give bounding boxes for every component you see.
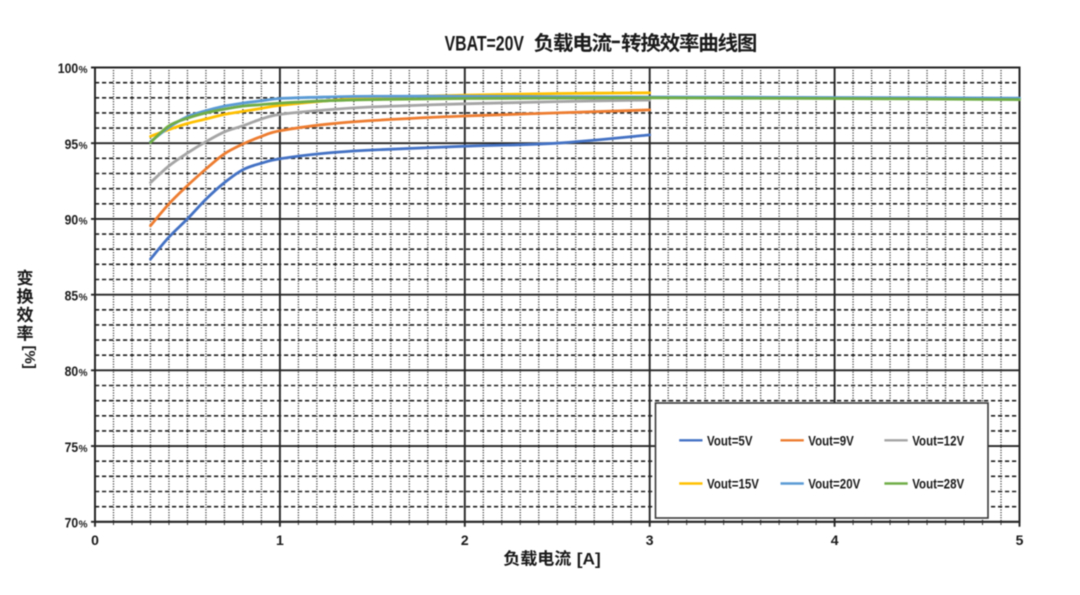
svg-text:75: 75 bbox=[65, 439, 79, 455]
svg-text:[A]: [A] bbox=[577, 550, 601, 569]
svg-text:1: 1 bbox=[276, 532, 284, 548]
svg-text:5: 5 bbox=[1016, 532, 1024, 548]
svg-text:95: 95 bbox=[65, 136, 79, 152]
svg-text:%: % bbox=[79, 444, 88, 455]
svg-text:Vout=15V: Vout=15V bbox=[707, 476, 760, 492]
svg-text:85: 85 bbox=[65, 287, 79, 303]
svg-text:Vout=9V: Vout=9V bbox=[808, 432, 854, 448]
svg-text:Vout=12V: Vout=12V bbox=[912, 432, 965, 448]
svg-text:90: 90 bbox=[65, 212, 79, 228]
svg-text:Vout=20V: Vout=20V bbox=[808, 476, 861, 492]
svg-text:%: % bbox=[79, 217, 88, 228]
svg-text:4: 4 bbox=[831, 532, 839, 548]
svg-text:100: 100 bbox=[58, 60, 79, 76]
svg-text:70: 70 bbox=[65, 515, 79, 531]
svg-text:%: % bbox=[79, 65, 88, 76]
svg-text:0: 0 bbox=[91, 532, 99, 548]
svg-text:[%]: [%] bbox=[21, 346, 38, 369]
svg-text:%: % bbox=[79, 292, 88, 303]
svg-text:Vout=5V: Vout=5V bbox=[707, 432, 753, 448]
svg-text:3: 3 bbox=[646, 532, 654, 548]
svg-text:%: % bbox=[79, 141, 88, 152]
svg-text:2: 2 bbox=[461, 532, 469, 548]
svg-text:Vout=28V: Vout=28V bbox=[912, 476, 965, 492]
svg-text:%: % bbox=[79, 520, 88, 531]
svg-text:%: % bbox=[79, 368, 88, 379]
svg-text:VBAT=20V: VBAT=20V bbox=[445, 31, 525, 55]
svg-text:80: 80 bbox=[65, 363, 79, 379]
